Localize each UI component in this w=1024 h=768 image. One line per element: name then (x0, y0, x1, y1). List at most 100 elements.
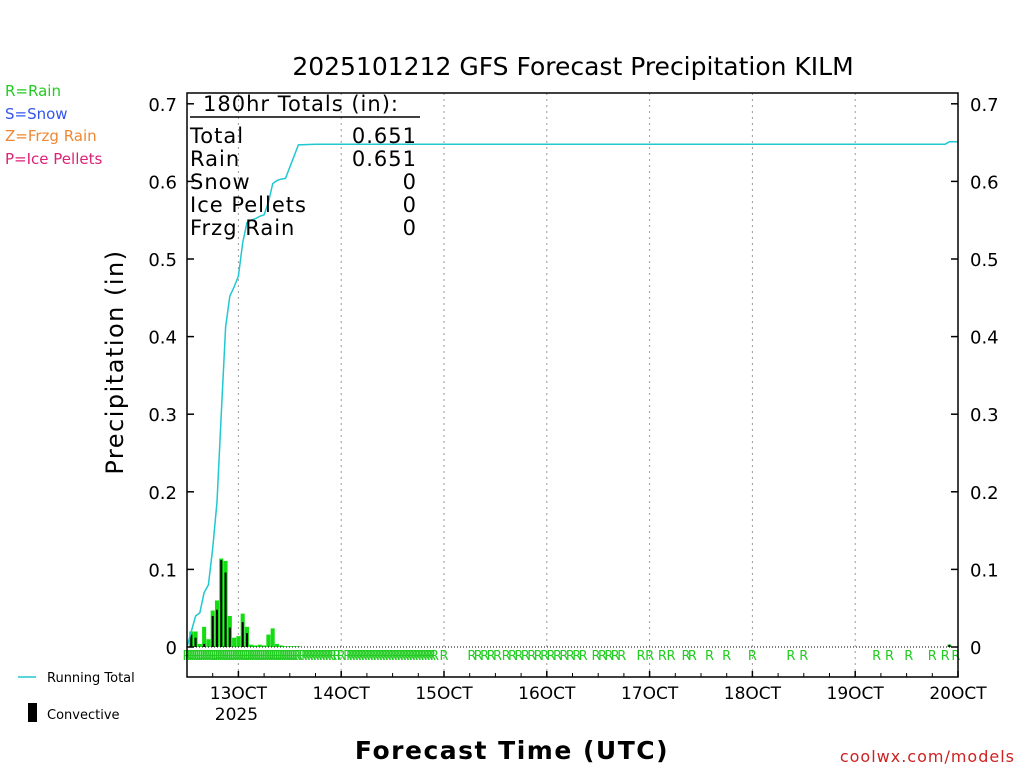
chart-title: 2025101212 GFS Forecast Precipitation KI… (292, 52, 853, 81)
totals-row-label-snow: Snow (190, 170, 251, 194)
rain-marker: R (270, 649, 279, 664)
rain-marker: R (681, 649, 690, 664)
rain-marker: R (230, 649, 239, 664)
totals-row-value-rain: 0.651 (352, 147, 417, 171)
rain-marker: R (412, 649, 421, 664)
rain-marker: R (415, 649, 424, 664)
x-tick-label: 19OCT (827, 684, 885, 704)
rain-marker: R (379, 649, 388, 664)
rain-marker: R (247, 649, 256, 664)
rain-marker: R (508, 649, 517, 664)
rain-marker: R (208, 649, 217, 664)
rain-marker: R (332, 649, 341, 664)
rain-marker: R (240, 649, 249, 664)
convective-bar (215, 609, 218, 647)
rain-marker: R (355, 649, 364, 664)
rain-marker: R (385, 649, 394, 664)
y-tick-label-right: 0.5 (970, 250, 999, 271)
rain-marker: R (406, 649, 415, 664)
x-tick-label: 16OCT (518, 684, 576, 704)
rain-marker: R (281, 649, 290, 664)
y-axis-label: Precipitation (in) (101, 249, 129, 474)
rain-marker: R (245, 649, 254, 664)
x-tick-sublabel: 2025 (215, 705, 258, 725)
rain-marker: R (502, 649, 511, 664)
rain-marker: R (268, 649, 277, 664)
rain-marker: R (313, 649, 322, 664)
rain-marker: R (370, 649, 379, 664)
rain-bar (274, 643, 279, 647)
rain-marker: R (951, 649, 960, 664)
rain-marker: R (290, 649, 299, 664)
convective-bar (224, 572, 227, 647)
rain-marker: R (645, 649, 654, 664)
rain-marker: R (279, 649, 288, 664)
rain-marker: R (611, 649, 620, 664)
rain-marker: R (287, 649, 296, 664)
legend-snow: S=Snow (5, 105, 68, 123)
convective-bar (194, 637, 197, 647)
rain-marker: R (480, 649, 489, 664)
rain-marker: R (215, 649, 224, 664)
rain-marker: R (189, 649, 198, 664)
rain-marker: R (298, 649, 307, 664)
y-tick-label-left: 0.5 (148, 250, 177, 271)
totals-row-label-rain: Rain (190, 147, 240, 171)
rain-marker: R (376, 649, 385, 664)
grid-lines (237, 93, 856, 677)
rain-marker: R (403, 649, 412, 664)
rain-marker: R (249, 649, 258, 664)
rain-bar (257, 644, 262, 647)
rain-marker: R (439, 649, 448, 664)
rain-bar (236, 636, 241, 647)
rain-marker: R (325, 649, 334, 664)
rain-marker: R (427, 649, 436, 664)
rain-marker: R (206, 649, 215, 664)
rain-marker: R (421, 649, 430, 664)
rain-marker: R (200, 649, 209, 664)
rain-marker: R (553, 649, 562, 664)
rain-marker: R (310, 649, 319, 664)
rain-marker: R (227, 649, 236, 664)
rain-marker: R (236, 649, 245, 664)
rain-bar (202, 626, 207, 647)
rain-marker: R (307, 649, 316, 664)
convective-bar (228, 627, 231, 647)
convective-legend-label: Convective (47, 708, 120, 723)
rain-marker: R (559, 649, 568, 664)
x-tick-label: 20OCT (929, 684, 987, 704)
rain-marker: R (572, 649, 581, 664)
convective-bar (190, 634, 193, 647)
rain-marker: R (666, 649, 675, 664)
rain-marker: R (397, 649, 406, 664)
rain-marker: R (514, 649, 523, 664)
rain-marker: R (255, 649, 264, 664)
y-tick-label-left: 0.7 (148, 95, 177, 116)
rain-marker: R (343, 649, 352, 664)
rain-marker: R (617, 649, 626, 664)
credit-text: coolwx.com/models (840, 747, 1015, 766)
rain-marker: R (234, 649, 243, 664)
rain-marker: R (262, 649, 271, 664)
rain-marker: R (260, 649, 269, 664)
rain-bar (262, 645, 267, 647)
y-tick-label-left: 0.1 (148, 560, 177, 581)
rain-markers: RRRRRRRRRRRRRRRRRRRRRRRRRRRRRRRRRRRRRRRR… (182, 649, 960, 664)
rain-marker: R (928, 649, 937, 664)
rain-marker: R (301, 649, 310, 664)
rain-marker: R (418, 649, 427, 664)
rain-marker: R (467, 649, 476, 664)
rain-marker: R (251, 649, 260, 664)
rain-marker: R (195, 649, 204, 664)
rain-bar (232, 637, 237, 647)
rain-marker: R (319, 649, 328, 664)
rain-marker: R (547, 649, 556, 664)
rain-marker: R (316, 649, 325, 664)
rain-marker: R (430, 649, 439, 664)
rain-marker: R (217, 649, 226, 664)
rain-marker: R (346, 649, 355, 664)
rain-marker: R (304, 649, 313, 664)
rain-marker: R (272, 649, 281, 664)
rain-marker: R (283, 649, 292, 664)
